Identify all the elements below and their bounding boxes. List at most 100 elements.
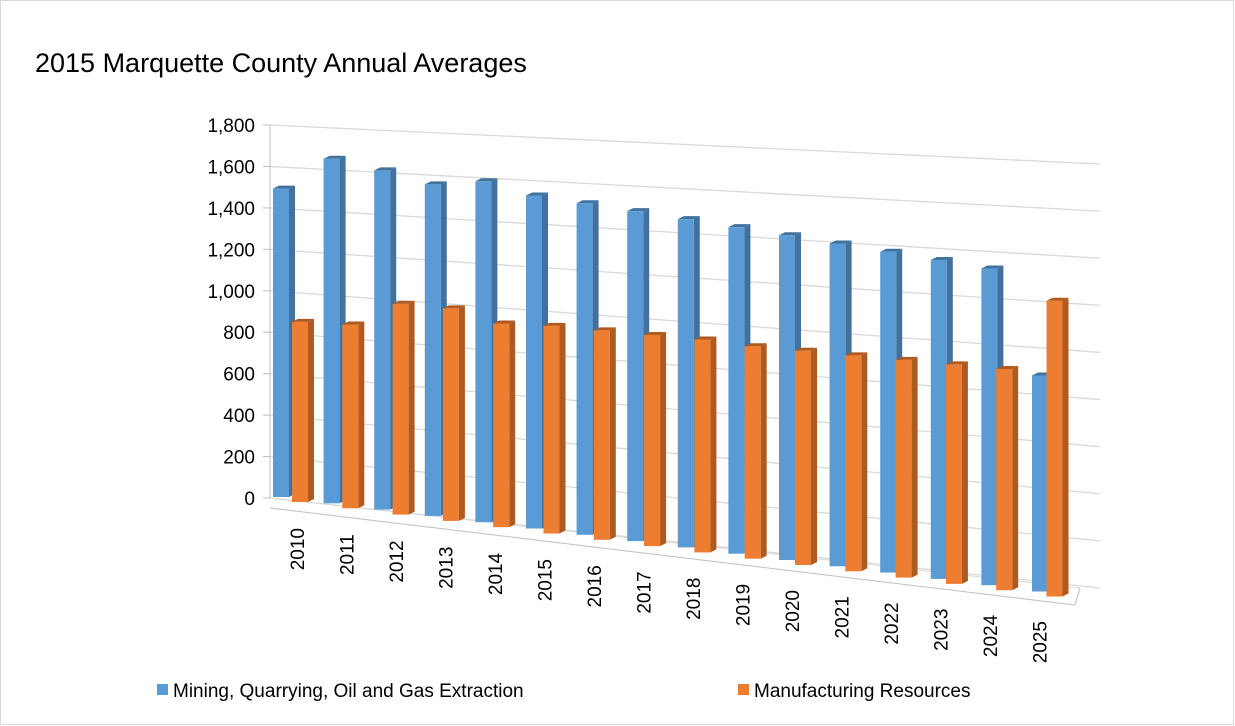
bar-front	[576, 203, 593, 535]
bar	[442, 305, 465, 521]
bar-top	[593, 327, 616, 331]
bar-front	[1032, 375, 1048, 592]
bar-side	[660, 331, 667, 547]
x-tick-label: 2025	[1031, 621, 1052, 663]
bar-front	[424, 184, 441, 516]
bar-front	[442, 308, 459, 521]
bar-top	[880, 248, 903, 252]
bar-front	[1046, 300, 1063, 597]
bar-top	[829, 240, 852, 244]
x-tick-label: 2024	[981, 614, 1002, 657]
x-tick-label: 2013	[437, 547, 458, 589]
bar-side	[458, 305, 465, 521]
bar-front	[845, 355, 862, 572]
bar-front	[895, 359, 912, 578]
bar	[945, 361, 968, 584]
bar-top	[342, 321, 365, 325]
legend-label: Manufacturing Resources	[754, 681, 971, 702]
bar-top	[543, 322, 566, 326]
bar-front	[644, 334, 661, 547]
bar-front	[829, 243, 846, 567]
bar-side	[358, 321, 365, 509]
bar-top	[442, 305, 465, 309]
bar-front	[475, 181, 492, 523]
bar-front	[593, 330, 610, 540]
bar	[845, 352, 868, 572]
bar-side	[1012, 365, 1019, 591]
x-tick-label: 2020	[783, 590, 804, 632]
x-tick-label: 2016	[585, 565, 606, 607]
bar-front	[744, 346, 761, 559]
bar-front	[493, 323, 510, 528]
chart-title: 2015 Marquette County Annual Averages	[35, 48, 527, 78]
legend-swatch	[157, 684, 168, 695]
bar-top	[493, 320, 516, 324]
x-tick-label: 2019	[734, 584, 755, 626]
bar-front	[795, 350, 811, 565]
bar-front	[996, 368, 1013, 591]
bar-front	[273, 188, 289, 497]
bar-side	[509, 320, 516, 528]
y-tick-label: 600	[223, 365, 255, 386]
bar	[795, 347, 817, 565]
bar-front	[323, 158, 340, 504]
bar-front	[779, 235, 795, 560]
y-tick-label: 400	[223, 406, 255, 427]
bar-side	[609, 327, 616, 540]
bar	[493, 320, 516, 528]
bar-top	[677, 216, 700, 220]
y-tick-label: 1,000	[207, 282, 255, 303]
bar-front	[342, 324, 359, 509]
x-tick-label: 2014	[486, 552, 507, 595]
y-tick-label: 0	[244, 489, 255, 510]
x-tick-label: 2012	[387, 540, 408, 582]
bar-side	[911, 356, 918, 578]
x-tick-label: 2017	[635, 571, 656, 613]
bar-front	[677, 219, 694, 548]
bar-top	[795, 347, 817, 351]
x-tick-label: 2021	[833, 596, 854, 638]
bar-top	[392, 300, 415, 304]
y-tick-label: 1,800	[207, 116, 255, 137]
bar	[392, 300, 415, 515]
y-tick-label: 1,200	[207, 240, 255, 261]
bar	[694, 336, 717, 553]
bar-front	[526, 195, 542, 529]
bar-front	[374, 170, 391, 510]
bar-front	[627, 211, 644, 542]
bar-top	[292, 318, 314, 322]
bar-front	[292, 321, 308, 502]
bar-top	[526, 192, 548, 196]
bar-top	[744, 343, 767, 347]
bar-top	[728, 224, 751, 228]
bar-top	[981, 265, 1004, 269]
bar-top	[627, 208, 650, 212]
bar-front	[930, 260, 947, 579]
bar-front	[694, 339, 711, 553]
grid-line	[269, 165, 1101, 212]
bar-top	[374, 167, 397, 171]
bar	[273, 185, 295, 497]
bar	[744, 343, 767, 559]
bar	[543, 322, 566, 534]
grid-line	[269, 124, 1101, 165]
x-tick-label: 2022	[882, 602, 903, 644]
y-tick-label: 1,600	[207, 157, 255, 178]
bar-front	[981, 268, 998, 586]
bar-top	[845, 352, 868, 356]
bar	[895, 356, 918, 578]
bar-top	[323, 155, 346, 159]
bar-side	[1062, 297, 1069, 597]
floor-front	[269, 507, 1076, 606]
bar-side	[861, 352, 868, 572]
y-tick-label: 1,400	[207, 199, 255, 220]
bar-top	[996, 365, 1019, 369]
bar-top	[475, 178, 498, 182]
bar-top	[1046, 297, 1069, 301]
y-tick-label: 800	[223, 323, 255, 344]
bar-top	[694, 336, 717, 340]
bar-top	[644, 331, 667, 335]
x-tick-label: 2015	[536, 559, 557, 601]
